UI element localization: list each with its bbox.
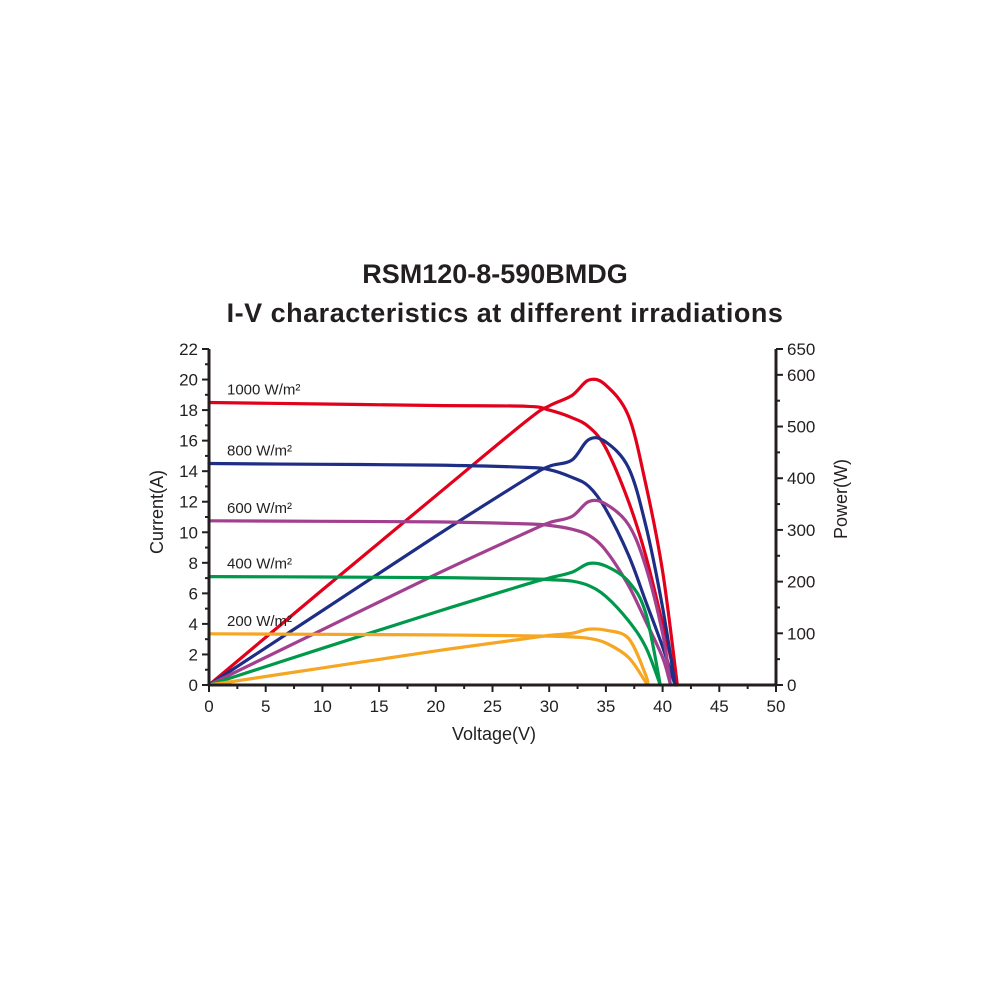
pv-curve-4 (207, 627, 650, 687)
y-left-tick-label: 10 (179, 523, 198, 542)
x-tick-label: 15 (370, 697, 389, 716)
y-left-tick-label: 0 (189, 676, 198, 695)
y-left-tick-label: 22 (179, 340, 198, 359)
y-right-tick-label: 0 (787, 676, 796, 695)
y-right-tick-label: 100 (787, 624, 815, 643)
iv-curve-4 (207, 632, 650, 687)
y-left-tick-label: 20 (179, 371, 198, 390)
pv-curve-1 (207, 436, 677, 687)
y-right-tick-label: 650 (787, 340, 815, 359)
iv-curve-2 (207, 519, 673, 687)
series-label-3: 400 W/m² (227, 556, 292, 573)
series-label-1: 800 W/m² (227, 443, 292, 460)
x-tick-label: 45 (710, 697, 729, 716)
y-left-tick-label: 18 (179, 401, 198, 420)
y-left-tick-label: 12 (179, 493, 198, 512)
y-right-tick-label: 200 (787, 573, 815, 592)
x-tick-label: 50 (767, 697, 786, 716)
x-tick-label: 25 (483, 697, 502, 716)
x-tick-label: 0 (204, 697, 213, 716)
y-left-tick-label: 14 (179, 462, 198, 481)
pv-curve-2 (207, 498, 673, 687)
iv-curve-0 (207, 400, 679, 687)
y-left-tick-label: 6 (189, 584, 198, 603)
curves-layer (207, 377, 679, 687)
chart-subtitle: I-V characteristics at different irradia… (227, 298, 784, 328)
iv-curve-3 (207, 575, 662, 687)
iv-curve-1 (207, 461, 677, 687)
x-tick-label: 20 (426, 697, 445, 716)
ticks-layer: 0 5 10 15 20 25 30 35 40 45 5002468101214161820220… (179, 340, 815, 716)
x-tick-label: 5 (261, 697, 270, 716)
chart-title: RSM120-8-590BMDG (362, 259, 628, 289)
y-right-tick-label: 300 (787, 521, 815, 540)
y-right-tick-label: 600 (787, 366, 815, 385)
pv-curve-0 (207, 377, 679, 687)
y-left-axis-label: Current(A) (147, 470, 167, 554)
x-tick-label: 30 (540, 697, 559, 716)
y-left-tick-label: 16 (179, 432, 198, 451)
x-tick-label: 10 (313, 697, 332, 716)
series-labels-layer: 1000 W/m² 800 W/m² 600 W/m² 400 W/m² 200 W/m… (227, 381, 300, 629)
y-right-tick-label: 500 (787, 418, 815, 437)
x-tick-label: 35 (596, 697, 615, 716)
y-right-axis-label: Power(W) (831, 459, 851, 539)
series-label-0: 1000 W/m² (227, 381, 300, 398)
y-left-tick-label: 8 (189, 554, 198, 573)
x-tick-label: 40 (653, 697, 672, 716)
series-label-4: 200 W/m² (227, 613, 292, 630)
x-axis-label: Voltage(V) (452, 724, 536, 744)
y-right-tick-label: 400 (787, 469, 815, 488)
series-label-2: 600 W/m² (227, 500, 292, 517)
y-left-tick-label: 4 (189, 615, 198, 634)
y-left-tick-label: 2 (189, 645, 198, 664)
